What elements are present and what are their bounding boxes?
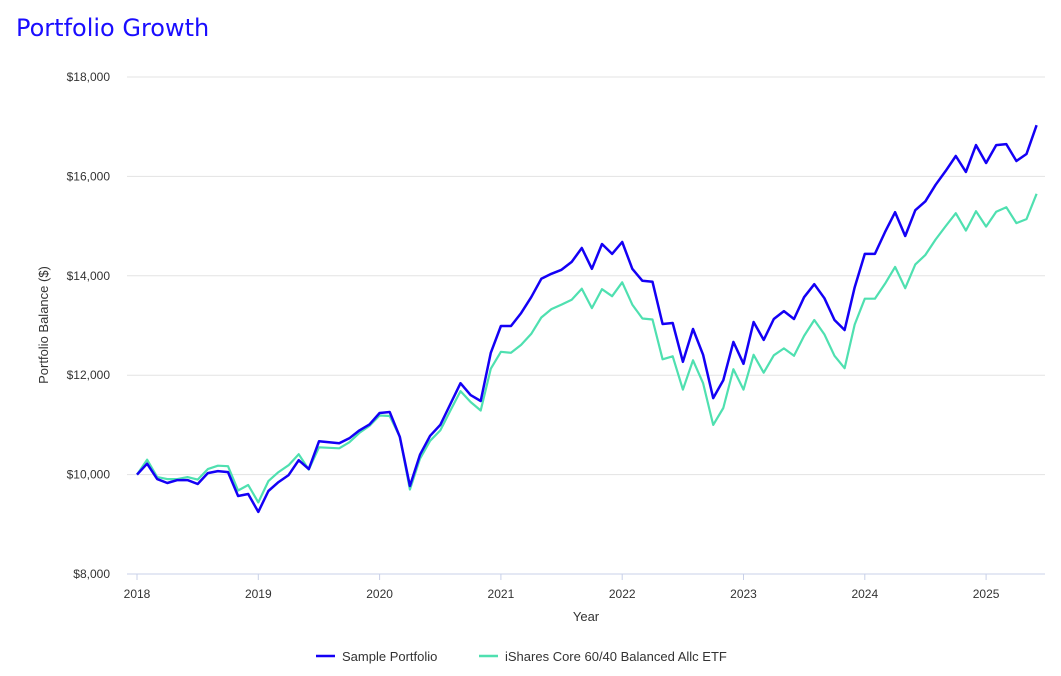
legend-label: Sample Portfolio [342, 649, 437, 664]
series-line-sample-portfolio [136, 124, 1038, 514]
x-tick-label: 2021 [488, 587, 515, 601]
x-axis-title: Year [573, 609, 600, 624]
x-tick-label: 2019 [245, 587, 272, 601]
y-axis-title: Portfolio Balance ($) [36, 266, 51, 384]
series-line-ishares-etf [136, 193, 1038, 504]
x-tick-label: 2020 [366, 587, 393, 601]
y-tick-label: $10,000 [67, 468, 111, 482]
x-tick-label: 2023 [730, 587, 757, 601]
y-tick-label: $12,000 [67, 368, 111, 382]
legend-label: iShares Core 60/40 Balanced Allc ETF [505, 649, 727, 664]
y-tick-label: $14,000 [67, 269, 111, 283]
x-tick-label: 2025 [973, 587, 1000, 601]
chart-title: Portfolio Growth [16, 14, 210, 42]
x-tick-label: 2022 [609, 587, 636, 601]
x-tick-label: 2024 [851, 587, 878, 601]
y-tick-label: $8,000 [73, 567, 110, 581]
y-tick-label: $18,000 [67, 70, 111, 84]
x-tick-label: 2018 [124, 587, 151, 601]
y-tick-label: $16,000 [67, 169, 111, 183]
